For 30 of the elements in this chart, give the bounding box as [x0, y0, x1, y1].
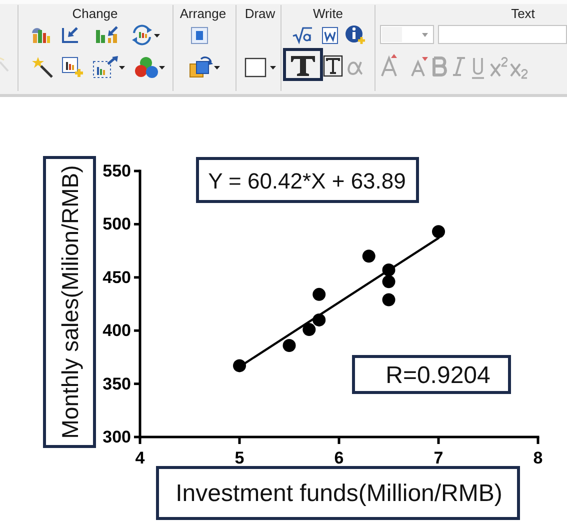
point [382, 275, 396, 288]
x-tick-label: 4 [135, 448, 146, 468]
point [362, 250, 376, 263]
y-tick-label: 500 [102, 214, 131, 234]
annotation: R=0.9204 [386, 362, 490, 388]
point [382, 263, 396, 276]
y-axis-title: Monthly sales(Milion/RMB) [57, 165, 83, 439]
y-tick-label: 550 [102, 162, 131, 180]
text: Change [72, 6, 118, 20]
point [312, 313, 326, 326]
text: Draw [244, 6, 276, 20]
x-tick-label: 5 [234, 448, 244, 468]
point [312, 288, 326, 301]
point [382, 293, 396, 306]
point [302, 323, 316, 336]
x-tick-label: 7 [434, 448, 444, 468]
y-tick-label: 300 [102, 428, 131, 446]
point [282, 338, 296, 352]
point [432, 225, 445, 238]
x-tick-label: 8 [533, 448, 543, 468]
y-tick-label: 450 [102, 268, 131, 287]
text: Write [312, 6, 344, 20]
y-tick-label: 400 [102, 321, 131, 340]
x-axis-title: Investment funds(Million/RMB) [176, 480, 502, 506]
y-tick-label: 350 [102, 374, 131, 394]
text: Text [511, 6, 536, 20]
text: Arrange [180, 6, 226, 20]
annotation: Y = 60.42*X + 63.89 [208, 168, 406, 193]
point [233, 359, 246, 372]
x-tick-label: 6 [334, 448, 344, 468]
